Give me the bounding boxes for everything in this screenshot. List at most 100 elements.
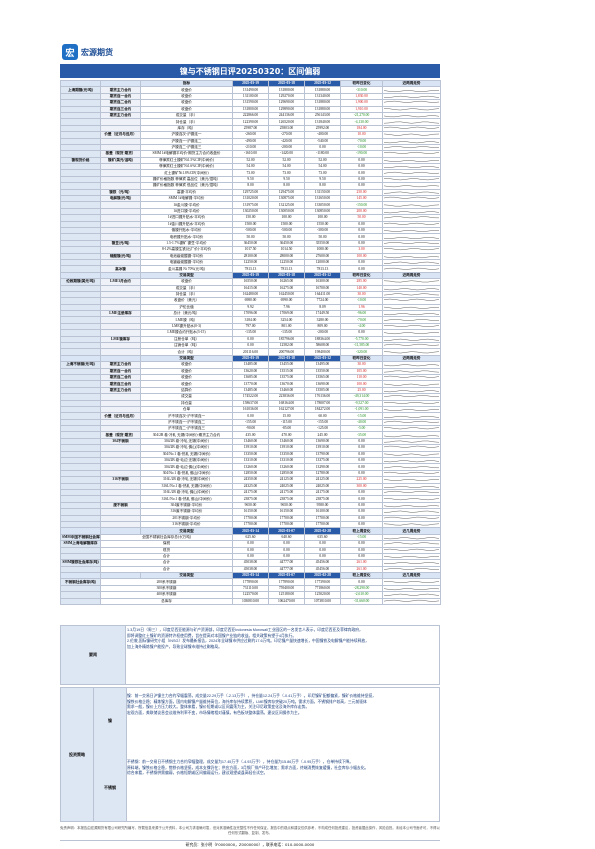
sparkline-path: [384, 471, 439, 474]
trend-sparkline: [382, 265, 441, 273]
row-subcategory: 基差（现货-期货）: [100, 431, 141, 439]
sparkline-path: [384, 267, 439, 270]
trend-sparkline: [382, 386, 441, 395]
sparkline-path: [384, 115, 439, 118]
table-row: 伦敦期镍(美元/吨) LME3月合约 收盘价 16550.00 16265.00 1630…: [60, 278, 441, 286]
sparkline-path: [384, 497, 439, 500]
trend-sparkline: [382, 335, 441, 344]
sparkline-path: [384, 166, 439, 169]
table-row: 注销仓单（吨） 0.00 12582.00 58608.00 -11,585.00: [60, 341, 441, 350]
sparkline-path: [384, 364, 439, 367]
sparkline-path: [384, 230, 439, 233]
text-line: 即将调整红土镍矿的资源特许权使用费，旨在提高对本国镍产业链的收益。相关政策有望于…: [127, 633, 297, 638]
trend-sparkline: [382, 488, 441, 497]
trend-sparkline: [382, 405, 441, 414]
sparkline-path: [384, 537, 439, 540]
sparkline-path: [384, 248, 439, 251]
sparkline-path: [384, 293, 439, 296]
section-header-row: 交易类型 2025-03-14 2025-03-07 2025-02-28 较上周变化近…: [60, 527, 441, 535]
trend-sparkline: [382, 367, 441, 376]
text-line: 原料端，镍铁价格企稳，铬铁价格坚挺，成本支撑仍在；供应方面，3月钢厂排产环比增加…: [127, 765, 369, 770]
sparkline-path: [384, 126, 439, 129]
sparkline-path: [384, 453, 439, 456]
trend-sparkline: [382, 118, 441, 126]
table-row: 成交量 174522.00 223836.00 176136.00 -49,314.00: [60, 393, 441, 401]
table-row: 沪不锈连一-沪不锈连二 -155.00 -115.00 -155.00 -40.00: [60, 418, 441, 427]
table-row: 基差（现货-期货） 304/2B 卷-冷轧 无锡(中间价)-期货主力合约 435.0…: [60, 431, 441, 439]
text-line: 1.3月19日（周三），印度尼西亚能源与矿产资源部，印度尼西亚Indonesia…: [127, 628, 363, 632]
sparkline-path: [384, 197, 439, 199]
table-row: 期货连二合约 收盘价 131590.00 129690.00 131880.00 1,90…: [60, 99, 441, 107]
table-row: 316L/No.1 卷-热轧 佛山(中间价) 23875.00 23875.00 23…: [60, 495, 441, 503]
table-row: 持仓量（手） 122390.00 126520.00 131840.00 -4,130.…: [60, 118, 441, 126]
trend-sparkline: [382, 278, 441, 286]
sparkline-path: [384, 306, 439, 309]
sparkline-path: [384, 121, 439, 123]
text-line: 不锈钢：前一交易日不锈钢主力合约窄幅整理，成交量为17.45万手（-4.93万手…: [127, 760, 354, 764]
logo-text: 宏源期货: [81, 47, 113, 57]
trend-sparkline: [382, 437, 441, 446]
sparkline-path: [384, 134, 439, 136]
table-row: 合计（吨） 201116.00 200796.00 198400.00 -320.00: [60, 348, 441, 356]
sparkline-path: [384, 141, 439, 143]
trend-sparkline: [382, 597, 441, 606]
trend-sparkline: [382, 290, 441, 299]
row-category: SMM镍铁社会库存(吨): [60, 559, 101, 567]
disclaimer: 免责声明：本报告由宏源期货有限公司研究所编写，所载信息来源于公开资料，本公司力求…: [60, 826, 440, 835]
row-indicator: 304/2B 卷-冷轧 无锡(中间价)-期货主力合约: [140, 431, 233, 439]
sparkline-path: [384, 542, 439, 545]
sparkline-path: [384, 395, 439, 398]
sparkline-path: [384, 171, 439, 174]
trend-sparkline: [382, 86, 441, 94]
sparkline-path: [384, 351, 439, 353]
sparkline-path: [384, 318, 439, 321]
table-row: 硫酸镍(元/吨) 电池级硫酸镍-平均价 28100.00 28000.00 27600.…: [60, 252, 441, 260]
table-row: 沪镍连二-沪镍连三 -210.00 -200.00 0.00 -10.00: [60, 143, 441, 152]
text-line: 2.伦敦,国际镍研究小组（INSG）发布最新报告，2024年全球镍市供应过剩约1…: [127, 639, 369, 644]
sparkline-path: [384, 375, 439, 378]
sparkline-path: [384, 556, 439, 558]
table-row: 持仓量 158637.00 168164.00 178007.00 -9,527.00: [60, 399, 441, 407]
sparkline-path: [384, 255, 439, 258]
logo-icon: 宏: [62, 44, 78, 60]
strategy-section: 投资策略 镍 不锈钢 镍：前一交易日沪镍主力合约窄幅震荡，成交量22.29万手（…: [60, 687, 440, 822]
text-line: 宏观方面，美联储议息会议维持利率不变，市场情绪相对谨慎，有色板块整体震荡。建议区…: [127, 710, 302, 715]
row-subcategory: 价差（近月与远月）: [100, 412, 141, 420]
trend-sparkline: [382, 105, 441, 113]
row-category: SMM上海电解镍库存: [60, 540, 101, 548]
sparkline-path: [384, 211, 439, 214]
row-subcategory: 基差（现货-期货）: [100, 150, 141, 158]
sparkline-path: [384, 383, 439, 386]
table-row: 304/2B 卷-毛边 无锡(中间价) 13310.00 13310.00 13375…: [60, 457, 441, 465]
sparkline-path: [384, 241, 439, 244]
trend-sparkline: [382, 322, 441, 331]
sparkline-path: [384, 288, 439, 290]
sparkline-path: [384, 332, 439, 335]
trend-sparkline: [382, 425, 441, 433]
table-row: 电镀级硫酸镍-平均价 12250.00 12250.00 12000.00 0.00: [60, 258, 441, 267]
header-trend: 近两周走势: [382, 271, 441, 280]
sparkline-path: [384, 401, 439, 404]
sparkline-path: [384, 479, 439, 482]
report-header: 宏 宏源期货: [60, 40, 440, 64]
sparkline-path: [384, 222, 439, 225]
trend-sparkline: [382, 341, 441, 350]
table-row: LME注册库存 总计（美元/吨） 17096.00 17069.00 17449.50-…: [60, 310, 441, 318]
row-category: 上海不锈钢(元/吨): [60, 361, 101, 369]
news-label: 要闻: [61, 626, 126, 684]
data-table: 指标 2025-03-19 2025-03-18 2025-03-12 较昨日变化 近两周…: [60, 79, 441, 606]
table-row: 上海不锈钢(元/吨) 期货主力合约 收盘价 13485.00 13455.00 13495…: [60, 361, 441, 369]
table-row: 总库存 1030810.00 1062470.00 1073810.00 -31,660…: [60, 597, 441, 606]
row-category: SMM中国不锈钢社会库存: [60, 533, 101, 542]
table-row: LME镍升贴水(0-3) 797.00 801.00 809.00 -4.00: [60, 322, 441, 331]
table-row: 沪不锈连二-沪不锈连三 -90.00 -85.00 -125.00 -5.00: [60, 425, 441, 433]
table-row: 期货连二合约 收盘价 13685.00 13575.00 13565.00 110.00: [60, 373, 441, 382]
table-row: 316L/No.1 卷-热轧 无锡(中间价) 24325.00 24025.00 24…: [60, 482, 441, 491]
sparkline-path: [384, 261, 439, 264]
table-row: 304不锈钢 304/2B 卷-冷轧 无锡(中间价) 13460.00 13460.0…: [60, 437, 441, 446]
trend-sparkline: [382, 361, 441, 369]
row-indicator: 总库存: [100, 597, 233, 606]
row-value-2: 1062470.00: [268, 597, 305, 606]
table-row: 期货主力合约 成交量（手） 222866.00 244136.00 256143.00-…: [60, 111, 441, 120]
trend-sparkline: [382, 482, 441, 491]
